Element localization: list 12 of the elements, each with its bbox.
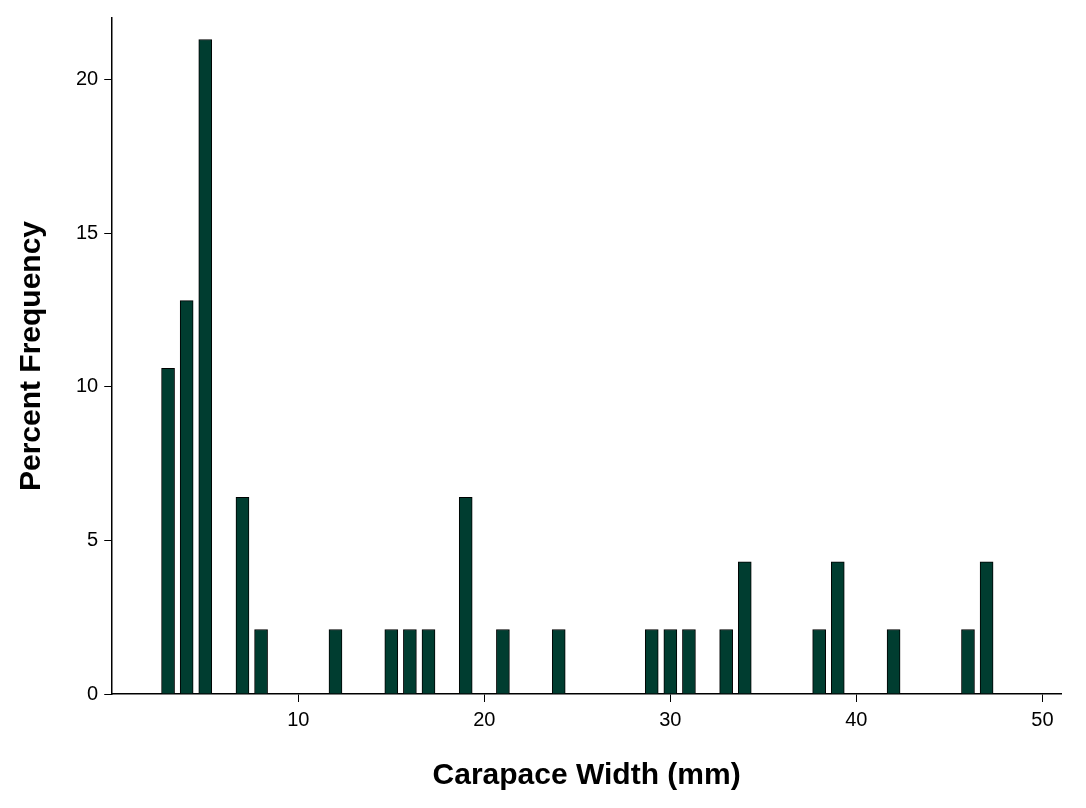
- y-axis-title: Percent Frequency: [13, 220, 47, 492]
- x-axis-title: Carapace Width (mm): [432, 757, 741, 791]
- x-tick-label: 10: [287, 707, 310, 730]
- x-tick-label: 30: [659, 707, 682, 730]
- x-tick-label: 40: [845, 707, 868, 730]
- y-tick-label: 20: [76, 66, 99, 89]
- y-tick-label: 5: [87, 527, 99, 550]
- x-tick-label: 50: [1031, 707, 1054, 730]
- y-tick-label: 0: [87, 681, 99, 704]
- y-tick-label: 10: [76, 374, 99, 397]
- x-tick-label: 20: [473, 707, 496, 730]
- y-tick-label: 15: [76, 220, 99, 243]
